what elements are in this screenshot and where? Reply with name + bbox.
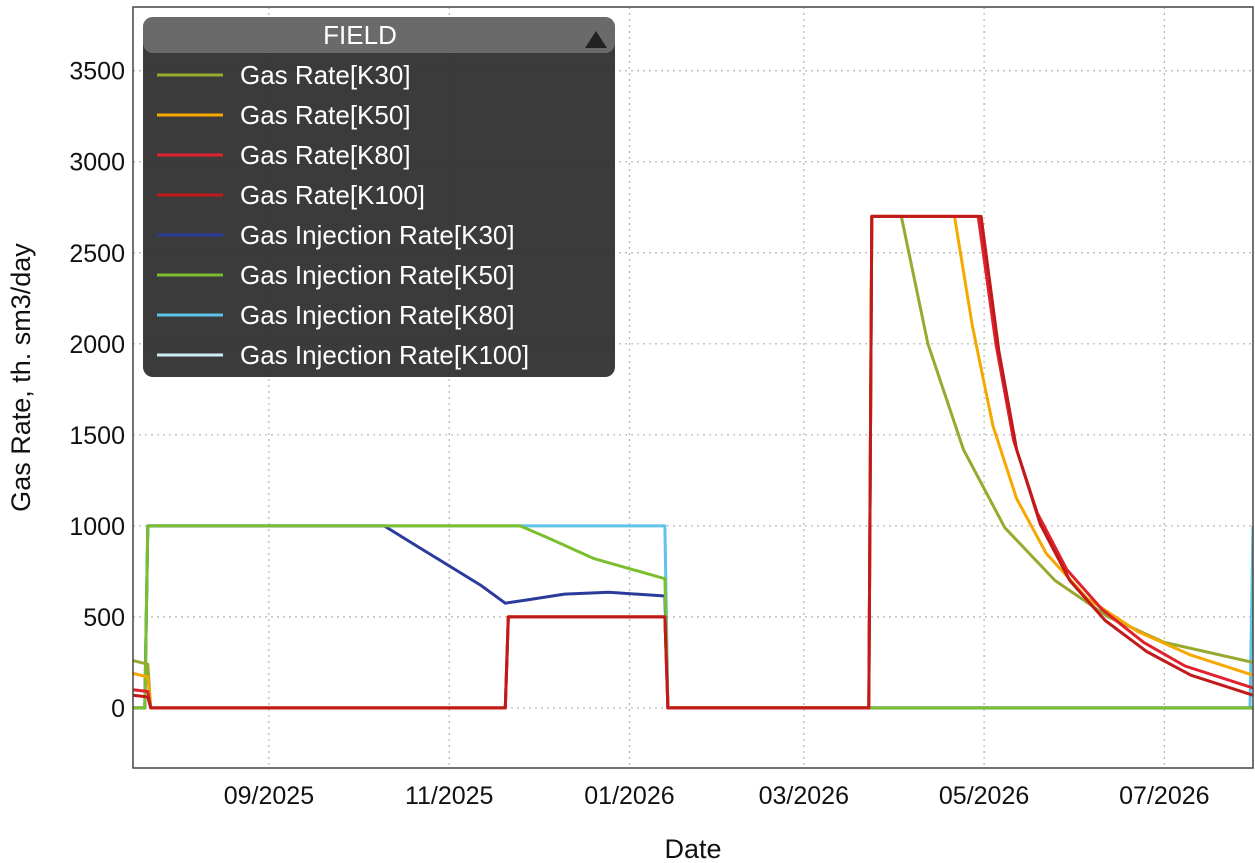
legend-item-label: Gas Rate[K50]	[240, 100, 411, 130]
x-tick-label: 07/2026	[1119, 782, 1209, 810]
legend-item-label: Gas Injection Rate[K30]	[240, 220, 515, 250]
legend-item-label: Gas Injection Rate[K50]	[240, 260, 515, 290]
y-tick-label: 3000	[69, 149, 125, 177]
y-axis-ticks: 0 500 1000 1500 2000 2500 3000 3500	[69, 58, 125, 723]
y-tick-label: 1500	[69, 422, 125, 450]
y-tick-label: 2500	[69, 240, 125, 268]
y-tick-label: 500	[83, 604, 125, 632]
triangle-up-icon[interactable]	[585, 31, 607, 48]
x-tick-label: 01/2026	[584, 782, 674, 810]
series-line	[133, 214, 1253, 710]
y-tick-label: 2000	[69, 331, 125, 359]
legend-item-label: Gas Injection Rate[K80]	[240, 300, 515, 330]
y-axis-title: Gas Rate, th. sm3/day	[6, 243, 36, 512]
x-tick-label: 05/2026	[939, 782, 1029, 810]
legend-header[interactable]	[143, 17, 615, 53]
x-tick-label: 11/2025	[405, 782, 494, 810]
legend-background	[143, 17, 615, 377]
series-lines	[133, 214, 1253, 710]
x-tick-label: 03/2026	[759, 782, 849, 810]
legend-title: FIELD	[323, 20, 397, 50]
x-axis-title: Date	[664, 834, 721, 863]
legend-items: Gas Rate[K30] Gas Rate[K50] Gas Rate[K80] G…	[157, 60, 529, 370]
legend-item-label: Gas Rate[K30]	[240, 60, 411, 90]
y-tick-label: 0	[111, 695, 125, 723]
legend-item-label: Gas Rate[K80]	[240, 140, 411, 170]
y-tick-label: 3500	[69, 58, 125, 86]
x-axis-ticks: 09/2025 11/2025 01/2026 03/2026 05/2026 07/20…	[224, 782, 1210, 810]
y-tick-label: 1000	[69, 513, 125, 541]
plot-frame	[132, 6, 1254, 769]
legend-item-label: Gas Rate[K100]	[240, 180, 425, 210]
legend-item-label: Gas Injection Rate[K100]	[240, 340, 529, 370]
legend[interactable]: FIELD Gas Rate[K30]Gas Rate[K50]Gas Rate…	[143, 17, 615, 377]
x-tick-label: 09/2025	[224, 782, 314, 810]
